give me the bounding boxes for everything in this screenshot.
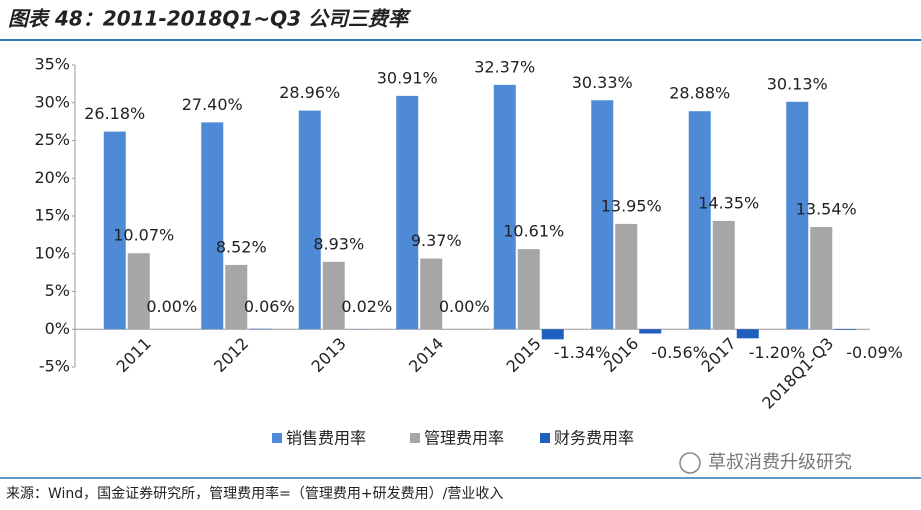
bar: [298, 110, 321, 330]
bar: [736, 329, 759, 339]
bar: [201, 122, 224, 330]
bar: [541, 329, 564, 340]
bar: [103, 131, 126, 330]
value-label: 10.07%: [113, 226, 174, 245]
value-label: 8.93%: [313, 234, 364, 253]
bar: [591, 100, 614, 330]
value-label: 8.52%: [216, 237, 267, 256]
bar: [639, 329, 662, 334]
bar: [517, 249, 540, 330]
bar: [225, 264, 248, 330]
bar: [834, 329, 857, 330]
legend-swatch: [272, 433, 282, 443]
x-tick-label: 2013: [308, 334, 350, 376]
bar: [493, 84, 516, 330]
value-label: 0.00%: [146, 297, 197, 316]
x-tick-label: 2014: [405, 334, 447, 376]
value-label: -0.56%: [651, 343, 708, 362]
x-tick-label: 2015: [503, 334, 545, 376]
y-tick-label: -5%: [39, 357, 70, 376]
bar: [810, 227, 833, 330]
bar: [688, 111, 711, 330]
value-label: 26.18%: [84, 104, 145, 123]
bar: [322, 261, 345, 330]
legend-label: 销售费用率: [286, 429, 366, 448]
value-label: 30.13%: [767, 74, 828, 93]
bar: [127, 253, 150, 330]
value-label: 0.02%: [341, 297, 392, 316]
value-label: -1.34%: [554, 343, 611, 362]
bar: [396, 95, 419, 330]
value-label: 28.88%: [669, 84, 730, 103]
y-tick-label: 25%: [34, 130, 70, 149]
y-tick-label: 20%: [34, 168, 70, 187]
value-label: 28.96%: [279, 83, 340, 102]
bar: [615, 223, 638, 330]
x-tick-label: 2017: [698, 334, 740, 376]
value-label: 0.06%: [244, 297, 295, 316]
value-label: 32.37%: [474, 57, 535, 76]
value-label: -1.20%: [749, 343, 806, 362]
y-tick-label: 10%: [34, 243, 70, 262]
x-tick-label: 2016: [600, 334, 642, 376]
legend-label: 管理费用率: [424, 429, 504, 448]
chart-title: 图表 48：2011-2018Q1~Q3 公司三费率: [8, 7, 412, 31]
legend-swatch: [410, 433, 420, 443]
bar: [786, 101, 809, 330]
x-tick-label: 2012: [210, 334, 252, 376]
y-tick-label: 0%: [45, 319, 70, 338]
value-label: 0.00%: [439, 297, 490, 316]
value-label: 30.33%: [572, 73, 633, 92]
bar: [712, 220, 735, 330]
y-tick-label: 5%: [45, 281, 70, 300]
bar: [420, 258, 443, 330]
y-tick-label: 30%: [34, 92, 70, 111]
watermark-icon: [679, 452, 701, 474]
x-tick-label: 2011: [113, 334, 155, 376]
watermark: 草叔消费升级研究: [708, 452, 852, 473]
source: 来源：Wind，国金证券研究所，管理费用率=（管理费用+研发费用）/营业收入: [6, 485, 503, 502]
value-label: 30.91%: [377, 68, 438, 87]
value-label: 14.35%: [698, 193, 759, 212]
value-label: 10.61%: [503, 222, 564, 241]
y-tick-label: 15%: [34, 206, 70, 225]
value-label: 9.37%: [411, 231, 462, 250]
value-label: 13.54%: [796, 200, 857, 219]
value-label: 27.40%: [182, 95, 243, 114]
value-label: 13.95%: [601, 196, 662, 215]
value-label: -0.09%: [846, 343, 903, 362]
legend-label: 财务费用率: [554, 429, 634, 448]
y-tick-label: 35%: [34, 55, 70, 74]
legend-swatch: [540, 433, 550, 443]
